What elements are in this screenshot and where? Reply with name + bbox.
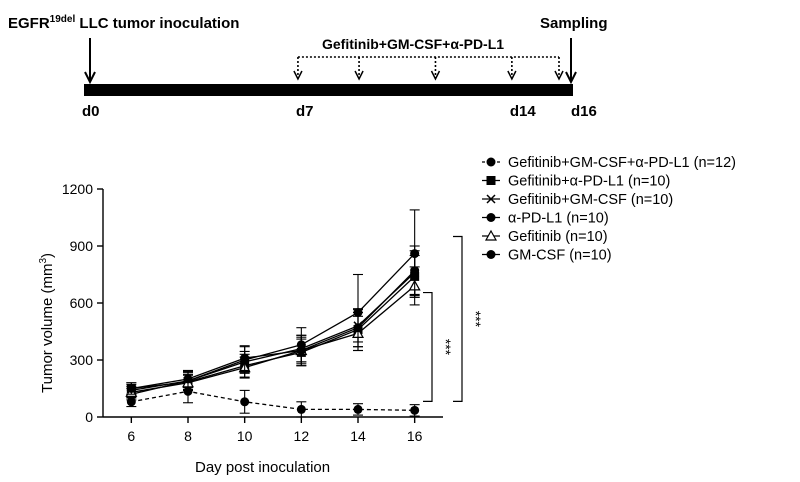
data-point [410, 266, 420, 276]
series-5 [126, 245, 420, 395]
treatment-arrowhead [354, 70, 364, 81]
y-axis-label: Tumor volume (mm3) [38, 253, 56, 393]
series-1 [126, 254, 420, 395]
series-line [131, 285, 416, 393]
series-line [131, 253, 416, 392]
treatment-arrowhead [293, 70, 303, 81]
significance-bracket [453, 235, 463, 402]
treatment-label: Gefitinib+GM-CSF+α-PD-L1 [322, 36, 504, 52]
y-tick-label: 1200 [62, 181, 93, 197]
series-layer [125, 209, 421, 418]
y-tick-label: 300 [70, 352, 94, 368]
legend-marker [486, 250, 496, 259]
series-2 [126, 250, 420, 401]
y-tick-label: 600 [70, 295, 94, 311]
legend-label: Gefitinib+GM-CSF (n=10) [508, 192, 673, 208]
significance-bracket [423, 291, 433, 402]
treatment-arrowhead [554, 70, 564, 81]
legend: Gefitinib+GM-CSF+α-PD-L1 (n=12) Gefitinib… [482, 155, 736, 264]
data-point [296, 404, 306, 414]
sampling-label: Sampling [540, 15, 608, 32]
significance-label: *** [468, 311, 484, 328]
data-point [410, 405, 420, 415]
series-0 [126, 379, 420, 418]
timeline-arrows [84, 38, 577, 85]
y-tick-label: 0 [85, 409, 93, 425]
chart: 0 300 600 900 1200 6 8 10 12 14 16 Day post inocu… [38, 155, 736, 476]
x-tick-label: 8 [184, 428, 192, 444]
sampling-arrowhead [565, 71, 577, 85]
data-point [296, 346, 306, 355]
series-line [131, 270, 416, 390]
x-tick-label: 14 [350, 428, 366, 444]
timeline-day-labels: d0 d7 d14 d16 [82, 103, 597, 120]
legend-marker [486, 176, 496, 185]
data-point [353, 323, 363, 333]
timeline: EGFR19del LLC tumor inoculation Sampling… [8, 14, 608, 120]
x-tick-label: 16 [407, 428, 423, 444]
legend-label: Gefitinib+GM-CSF+α-PD-L1 (n=12) [508, 155, 736, 171]
day-label: d14 [510, 103, 537, 120]
legend-marker [486, 194, 496, 204]
day-label: d7 [296, 103, 314, 120]
day-label: d0 [82, 103, 100, 120]
legend-marker [486, 213, 496, 222]
inoculation-arrowhead [84, 71, 96, 85]
legend-label: Gefitinib (n=10) [508, 229, 608, 245]
y-tick-label: 900 [70, 238, 94, 254]
x-axis-label: Day post inoculation [195, 459, 330, 476]
data-point [353, 404, 363, 414]
treatment-arrowhead [507, 70, 517, 81]
y-axis-ticks: 0 300 600 900 1200 [62, 181, 103, 425]
significance-brackets: *** *** [423, 235, 484, 402]
legend-label: α-PD-L1 (n=10) [508, 211, 609, 227]
x-tick-label: 12 [294, 428, 310, 444]
series-4 [125, 266, 421, 399]
timeline-bar [84, 84, 573, 96]
timeline-title: EGFR19del LLC tumor inoculation [8, 14, 239, 32]
legend-label: GM-CSF (n=10) [508, 248, 612, 264]
day-label: d16 [571, 103, 597, 120]
data-point [183, 374, 193, 384]
treatment-arrowhead [430, 70, 441, 81]
series-line [131, 275, 416, 390]
x-tick-label: 6 [127, 428, 135, 444]
legend-label: Gefitinib+α-PD-L1 (n=10) [508, 174, 670, 190]
series-line [131, 390, 415, 411]
legend-marker [484, 229, 498, 241]
data-point [240, 353, 250, 363]
data-point [126, 384, 136, 393]
legend-marker [486, 157, 496, 167]
x-tick-label: 10 [237, 428, 253, 444]
significance-label: *** [438, 339, 454, 356]
series-3 [126, 209, 420, 397]
x-axis-ticks: 6 8 10 12 14 16 [127, 417, 423, 444]
series-line [131, 272, 416, 395]
data-point [240, 397, 250, 407]
